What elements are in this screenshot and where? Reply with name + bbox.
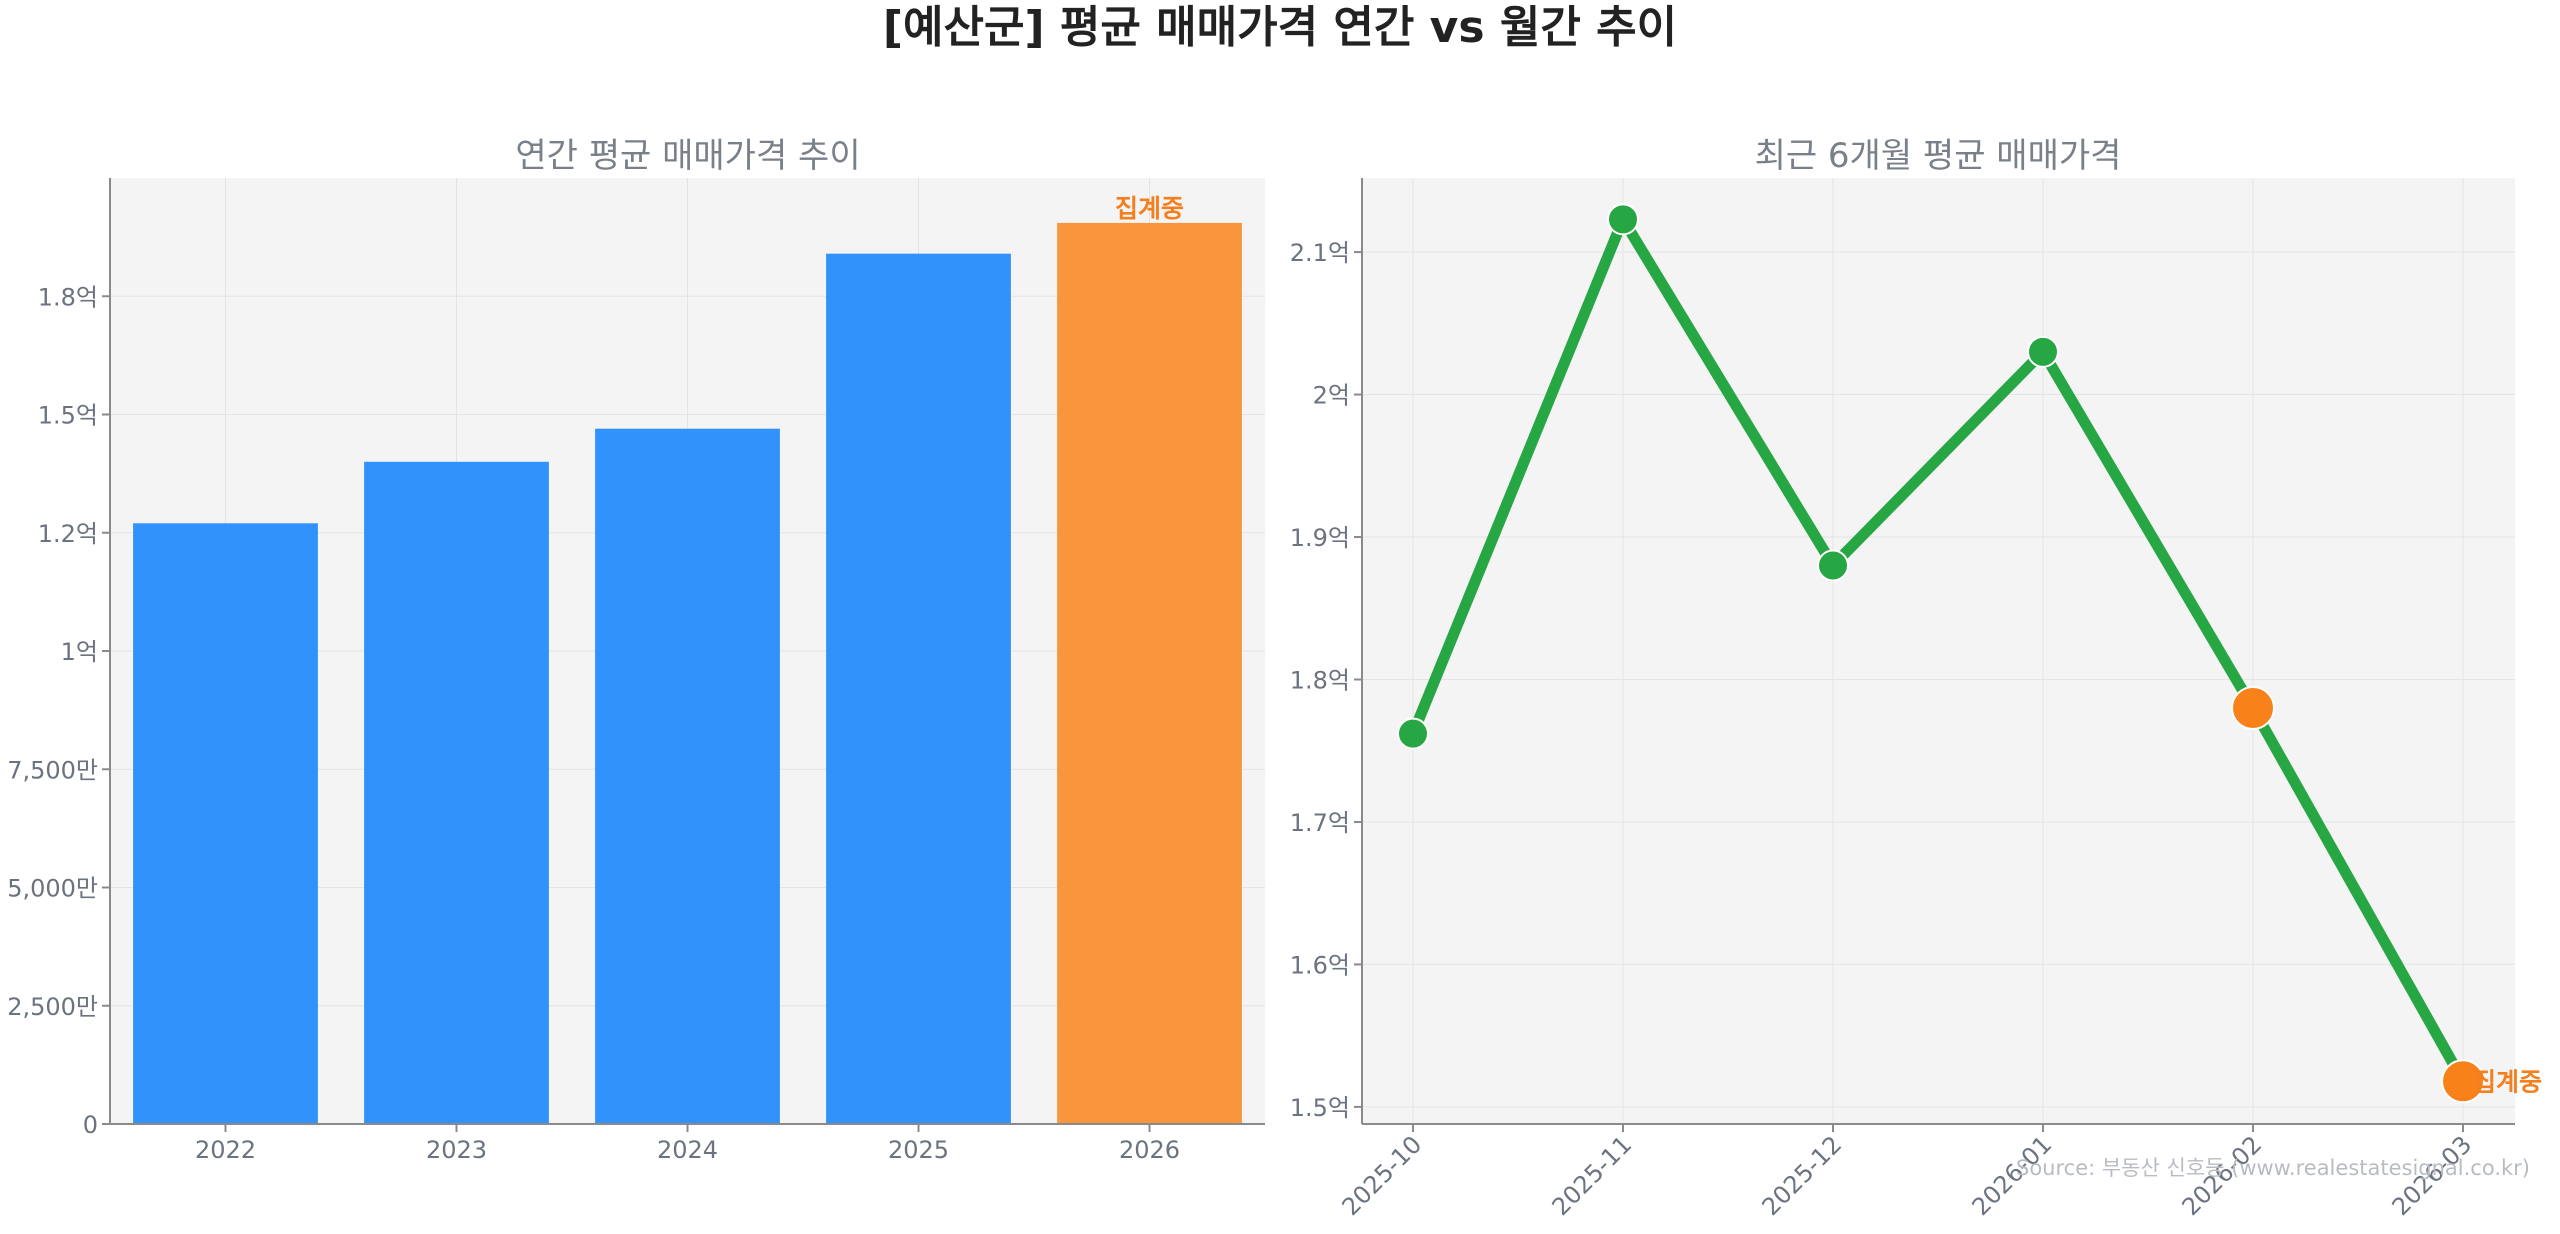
bar-2022 [133, 523, 318, 1124]
monthly-line-chart: 최근 6개월 평균 매매가격 1.5억 1.6억 1.7억 1.8억 1.9억 2억 2.1… [1290, 136, 2542, 1221]
line-grid [1362, 178, 2515, 1124]
line-point-2025-10 [1397, 717, 1429, 750]
bar-y-tick-label: 7,500만 [7, 756, 98, 784]
line-y-tick-label: 1.8억 [1290, 666, 1350, 694]
monthly-price-line [1407, 213, 2469, 1087]
bar-2026 [1057, 222, 1242, 1124]
line-x-tick-label: 2025-10 [1337, 1130, 1428, 1221]
bar-x-ticks: 2022 2023 2024 2025 2026 [195, 1124, 1180, 1164]
annual-bar-chart: 연간 평균 매매가격 추이 0 2,500만 5,000만 7,500만 1억 1.2억 1… [7, 136, 1265, 1164]
line-y-tick-label: 1.6억 [1290, 951, 1350, 979]
line-point-2025-12 [1817, 549, 1849, 582]
bar-y-tick-label: 0 [83, 1111, 98, 1139]
bar-x-tick-label: 2023 [426, 1136, 487, 1164]
line-point-2026-02 [2231, 685, 2275, 730]
line-y-tick-label: 2.1억 [1290, 239, 1350, 267]
line-point-2026-01 [2027, 335, 2059, 368]
line-highlight-note: 집계중 [2473, 1067, 2542, 1096]
source-note: Source: 부동산 신호등 (www.realestatesignal.co… [2016, 1156, 2530, 1180]
line-plot-background [1362, 178, 2515, 1124]
bar-x-tick-label: 2022 [195, 1136, 256, 1164]
bar-y-tick-label: 1.2억 [38, 520, 98, 548]
bar-2023 [364, 461, 549, 1124]
bar-2024 [595, 428, 780, 1124]
bar-2025 [826, 253, 1011, 1124]
line-y-tick-label: 1.9억 [1290, 524, 1350, 552]
bar-x-tick-label: 2024 [657, 1136, 718, 1164]
bar-y-ticks: 0 2,500만 5,000만 7,500만 1억 1.2억 1.5억 1.8억 [7, 283, 110, 1139]
line-series: 집계중 [1397, 203, 2542, 1104]
bar-y-tick-label: 5,000만 [7, 875, 98, 903]
bar-chart-title: 연간 평균 매매가격 추이 [515, 136, 860, 176]
line-y-ticks: 1.5억 1.6억 1.7억 1.8억 1.9억 2억 2.1억 [1290, 239, 1362, 1122]
bar-series: 집계중 [133, 194, 1242, 1124]
bar-y-tick-label: 1.5억 [38, 402, 98, 430]
line-x-tick-label: 2025-12 [1757, 1130, 1848, 1221]
bar-y-tick-label: 1억 [61, 638, 98, 666]
bar-x-tick-label: 2025 [888, 1136, 949, 1164]
line-point-2026-03 [2441, 1059, 2485, 1104]
line-y-tick-label: 1.7억 [1290, 809, 1350, 837]
bar-y-tick-label: 1.8억 [38, 283, 98, 311]
figure-title: [예산군] 평균 매매가격 연간 vs 월간 추이 [883, 2, 1677, 53]
line-point-2025-11 [1607, 203, 1639, 236]
bar-highlight-note: 집계중 [1115, 194, 1184, 223]
line-y-tick-label: 2억 [1313, 382, 1350, 410]
line-y-tick-label: 1.5억 [1290, 1094, 1350, 1122]
line-chart-title: 최근 6개월 평균 매매가격 [1755, 136, 2122, 176]
bar-x-tick-label: 2026 [1119, 1136, 1180, 1164]
line-x-tick-label: 2025-11 [1547, 1130, 1638, 1221]
bar-y-tick-label: 2,500만 [7, 993, 98, 1021]
